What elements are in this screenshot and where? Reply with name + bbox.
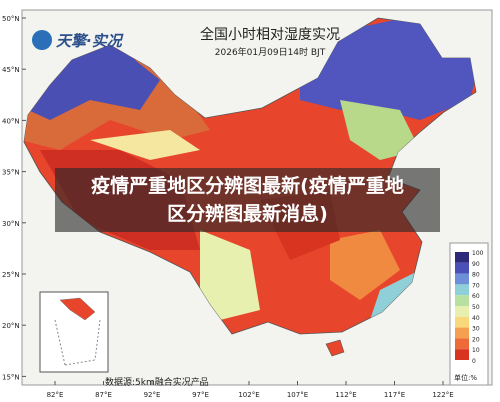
longitude-label: 102°E [238,391,259,399]
longitude-label: 87°E [95,391,112,399]
legend-label: 20 [472,336,480,343]
latitude-label: 15°N [2,373,20,381]
legend-swatch [455,338,469,350]
legend-swatch [455,295,469,306]
legend-swatch [455,327,469,339]
legend-label: 70 [472,282,480,289]
legend-swatch [455,273,469,285]
latitude-label: 20°N [2,322,20,330]
south-china-sea-inset [39,291,109,373]
legend-swatch [455,316,469,328]
logo-text: 天擎·实况 [56,32,124,50]
hainan [325,339,345,357]
inset-land [59,297,96,321]
legend-label: 40 [472,315,480,322]
latitude-label: 35°N [2,169,20,177]
legend-swatch [455,349,469,360]
longitude-label: 92°E [144,391,161,399]
legend-swatch [455,262,469,274]
field [200,230,260,320]
data-source: 数据源:5km融合实况产品 [105,376,209,388]
legend-swatch [455,284,469,296]
latitude-label: 50°N [2,15,20,23]
latitude-label: 45°N [2,66,20,74]
legend-label: 100 [472,250,484,257]
map-subtitle: 2026年01月09日14时 BJT [215,46,326,58]
legend-label: 50 [472,304,480,311]
legend-label: 60 [472,293,480,300]
legend-label: 30 [472,326,480,333]
map-title: 全国小时相对湿度实况 [200,26,340,43]
axes: 50°N 45°N 40°N 35°N 30°N 25°N 20°N 15°N 82°E 87°E… [2,15,454,399]
latitude-label: 40°N [2,117,20,125]
longitude-label: 107°E [287,391,308,399]
latitude-label: 25°N [2,271,20,279]
field [330,230,400,300]
longitude-label: 112°E [335,391,356,399]
longitude-label: 117°E [384,391,405,399]
field [90,130,200,160]
latitude-label: 30°N [2,220,20,228]
overlay-line: 区分辨图最新消息) [167,203,328,225]
longitude-label: 97°E [192,391,209,399]
overlay-line: 疫情严重地区分辨图最新(疫情严重地 [91,175,404,197]
legend-label: 80 [472,272,480,279]
inset-boundary [54,319,101,366]
legend-swatch [455,252,469,263]
logo-icon [32,30,52,50]
legend-label: 10 [472,347,480,354]
longitude-label: 122°E [432,391,453,399]
legend-label: 0 [472,358,476,365]
overlay-banner: 疫情严重地区分辨图最新(疫情严重地 区分辨图最新消息) [55,168,440,232]
field [340,100,420,160]
longitude-label: 82°E [47,391,64,399]
legend-unit: 单位:% [454,373,477,382]
legend-label: 90 [472,261,480,268]
legend-swatch [455,306,469,317]
